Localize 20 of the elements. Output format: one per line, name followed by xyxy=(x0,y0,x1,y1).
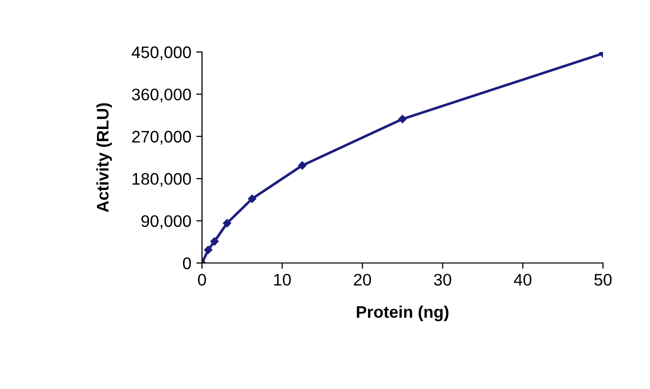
x-tick-label: 0 xyxy=(198,274,206,286)
y-tick-label: 180,000 xyxy=(132,173,191,187)
point xyxy=(398,114,407,124)
y-tick-label: 0 xyxy=(182,257,191,270)
point xyxy=(298,161,306,170)
x-tick-label: 30 xyxy=(434,274,452,286)
point xyxy=(204,246,212,254)
y-tick-label: 270,000 xyxy=(132,130,191,145)
point xyxy=(248,194,256,203)
x-tick-label: 50 xyxy=(594,274,612,286)
point xyxy=(222,219,232,228)
point xyxy=(210,237,219,246)
x-tick-label: 10 xyxy=(274,274,291,286)
y-tick-label: 90,000 xyxy=(141,215,191,229)
y-tick-label: 360,000 xyxy=(132,88,191,102)
x-tick-label: 40 xyxy=(514,274,532,286)
y-axis-title: Activity (RLU) xyxy=(96,103,112,212)
x-tick-label: 20 xyxy=(354,274,372,286)
y-tick-label: 450,000 xyxy=(132,46,191,60)
x-axis-title: Protein (ng) xyxy=(356,306,448,322)
